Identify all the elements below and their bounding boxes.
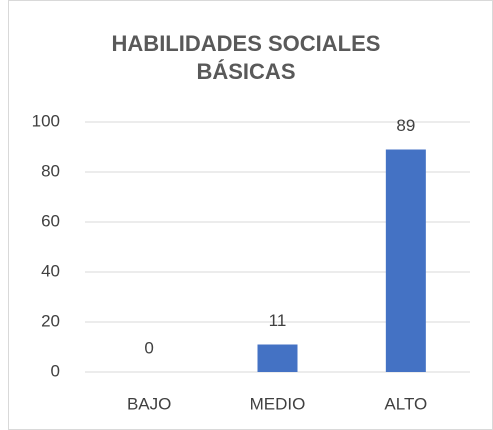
y-tick-label: 40 — [41, 261, 60, 280]
x-tick-label: ALTO — [384, 394, 427, 413]
y-tick-label: 100 — [32, 111, 60, 130]
data-label: 11 — [269, 311, 287, 330]
data-label: 89 — [396, 116, 415, 135]
x-tick-label: MEDIO — [250, 394, 306, 413]
bar — [385, 149, 426, 372]
y-tick-label: 60 — [41, 211, 60, 230]
y-tick-label: 0 — [51, 361, 60, 380]
y-tick-label: 80 — [41, 161, 60, 180]
x-tick-label: BAJO — [127, 394, 171, 413]
data-label: 0 — [144, 338, 153, 357]
y-tick-label: 20 — [41, 311, 60, 330]
chart-title: HABILIDADES SOCIALES BÁSICAS — [111, 31, 381, 84]
bar — [257, 344, 298, 372]
